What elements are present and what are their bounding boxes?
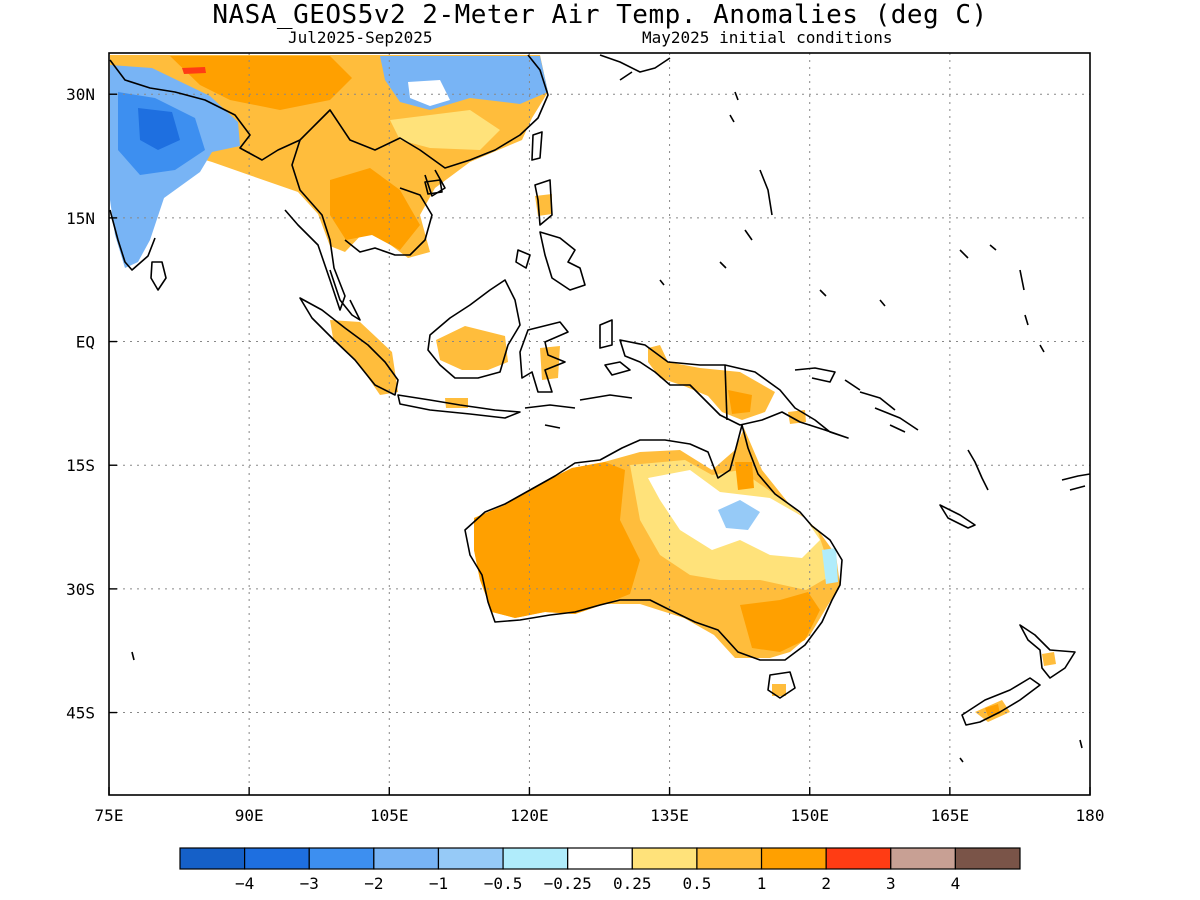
borneo-warm-patch xyxy=(436,326,508,370)
colorbar-label: 0.25 xyxy=(613,874,652,893)
latitude-labels: 30N 15N EQ 15S 30S 45S xyxy=(66,85,117,723)
lon-label: 150E xyxy=(790,806,829,825)
bismarck-islands xyxy=(794,367,861,391)
asia-coastline xyxy=(109,54,549,169)
colorbar-swatch xyxy=(244,847,310,870)
new-caledonia xyxy=(939,504,976,529)
hainan xyxy=(424,179,443,195)
colorbar-label: −0.5 xyxy=(484,874,523,893)
new-guinea-orange-patch xyxy=(728,390,752,414)
longitude-labels: 75E 90E 105E 120E 135E 150E 165E 180 xyxy=(95,787,1105,825)
anomaly-shading xyxy=(110,55,1056,722)
forecast-period: Jul2025-Sep2025 xyxy=(288,28,433,47)
southeast-australia-orange xyxy=(740,592,820,652)
sulawesi-warm-patch xyxy=(540,346,560,380)
tasmania-warm-patch xyxy=(772,684,786,696)
lon-label: 180 xyxy=(1076,806,1105,825)
australia-coastline xyxy=(464,424,843,661)
borneo xyxy=(427,279,521,379)
lat-label: 15N xyxy=(66,209,95,228)
philippines xyxy=(515,179,586,291)
malay-peninsula xyxy=(329,269,361,321)
colorbar: −4 −3 −2 −1 −0.5 −0.25 0.25 0.5 1 2 3 4 xyxy=(179,847,1021,893)
lon-label: 120E xyxy=(510,806,549,825)
colorbar-swatch xyxy=(437,847,504,870)
colorbar-swatch xyxy=(631,847,698,870)
western-australia-orange xyxy=(474,462,640,618)
colorbar-label: 4 xyxy=(951,874,961,893)
colorbar-swatch xyxy=(696,847,763,870)
lat-label: 30N xyxy=(66,85,95,104)
india-strong-cool-core xyxy=(138,108,180,150)
lon-label: 75E xyxy=(95,806,124,825)
indochina-orange-patch xyxy=(330,168,420,250)
colorbar-swatch xyxy=(954,847,1021,870)
colorbar-label: −4 xyxy=(235,874,254,893)
colorbar-swatch xyxy=(890,847,956,870)
sulawesi xyxy=(519,321,569,393)
lon-label: 90E xyxy=(235,806,264,825)
lon-label: 105E xyxy=(370,806,409,825)
vanuatu xyxy=(967,449,989,491)
hot-spot-north xyxy=(182,67,206,74)
png-east-warm-patch xyxy=(788,410,806,424)
lat-label: 45S xyxy=(66,704,95,723)
lat-label: 15S xyxy=(66,456,95,475)
new-zealand-south xyxy=(961,677,1041,726)
colorbar-swatch xyxy=(308,847,375,870)
lon-label: 135E xyxy=(650,806,689,825)
cape-york-orange xyxy=(735,462,754,490)
lat-label: EQ xyxy=(76,333,95,352)
colorbar-label: −3 xyxy=(300,874,319,893)
colorbar-label: 3 xyxy=(886,874,896,893)
tasmania xyxy=(767,671,796,699)
colorbar-swatch xyxy=(825,847,892,870)
new-zealand-north xyxy=(1019,624,1076,679)
colorbar-label: −1 xyxy=(429,874,448,893)
inland-china-orange-patch xyxy=(170,56,352,110)
lesser-sunda-islands xyxy=(524,394,633,429)
sumatra-warm-patch xyxy=(330,320,398,395)
new-guinea xyxy=(619,339,849,439)
japan-fragment xyxy=(599,54,671,81)
colorbar-label: −2 xyxy=(364,874,383,893)
colorbar-label: 1 xyxy=(757,874,767,893)
maluku xyxy=(599,319,631,376)
taiwan xyxy=(531,131,543,161)
png-border xyxy=(724,364,728,421)
china-neutral-patch xyxy=(408,80,450,106)
initial-conditions: May2025 initial conditions xyxy=(642,28,893,47)
map-frame xyxy=(108,52,1091,796)
colorbar-swatch xyxy=(567,847,633,870)
colorbar-label: 0.5 xyxy=(682,874,711,893)
colorbar-swatch xyxy=(179,847,246,870)
lat-label: 30S xyxy=(66,580,95,599)
pacific-atolls xyxy=(131,91,1083,763)
indochina-coastline xyxy=(284,139,346,311)
coastlines xyxy=(109,54,1090,763)
south-china-yellow-patch xyxy=(390,110,500,150)
east-coast-cool-patch xyxy=(822,548,838,584)
thailand-vietnam-coast xyxy=(344,187,433,256)
colorbar-label: 2 xyxy=(821,874,831,893)
colorbar-label: −0.25 xyxy=(544,874,592,893)
map-title: NASA_GEOS5v2 2-Meter Air Temp. Anomalies… xyxy=(212,0,988,30)
java xyxy=(397,394,521,419)
fiji xyxy=(1061,473,1090,491)
lon-label: 165E xyxy=(931,806,970,825)
colorbar-swatch xyxy=(760,847,827,870)
queensland-cool-patch xyxy=(718,500,760,530)
sri-lanka xyxy=(150,261,167,291)
solomon-islands xyxy=(859,391,919,433)
sumatra xyxy=(299,297,399,396)
colorbar-swatch xyxy=(502,847,569,870)
colorbar-swatch xyxy=(373,847,440,870)
india-coastline xyxy=(109,209,156,271)
north-island-warm-patch xyxy=(1042,652,1056,666)
